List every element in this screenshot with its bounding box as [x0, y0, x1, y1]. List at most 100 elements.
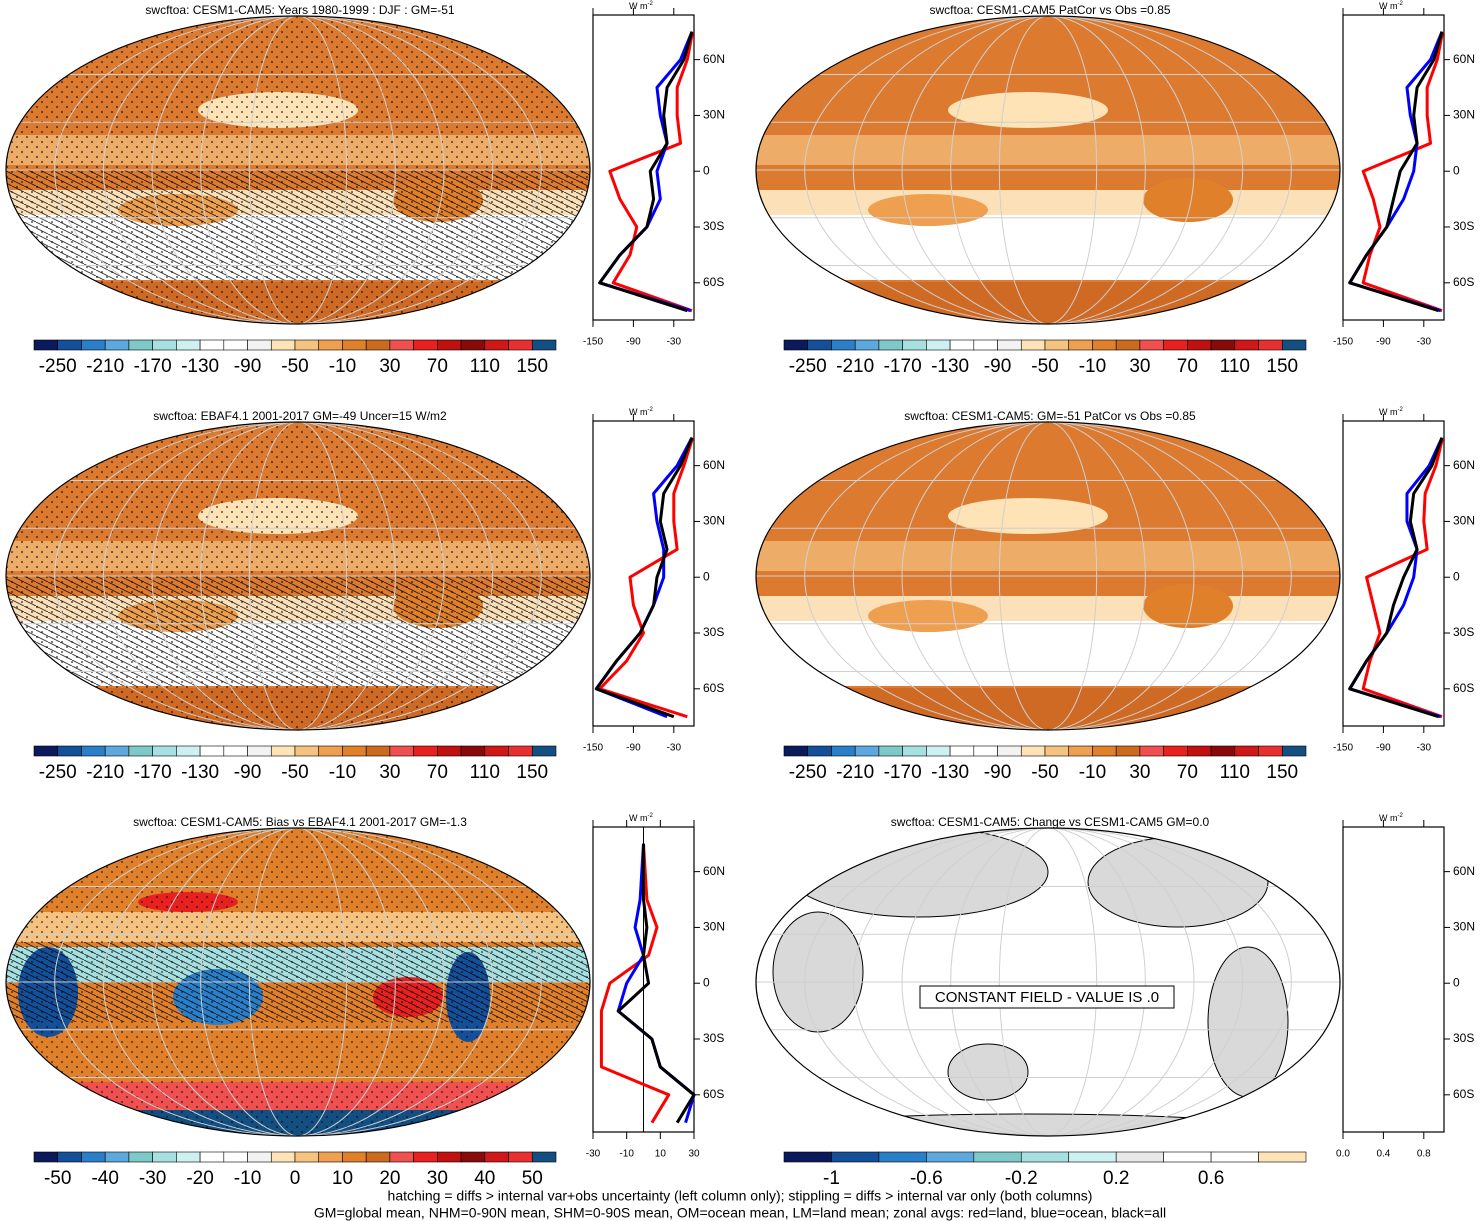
field-blob — [868, 600, 988, 632]
colorbar-box — [807, 339, 832, 351]
colorbar-box — [413, 339, 438, 351]
x-tick-label: 0.8 — [1417, 1149, 1431, 1160]
footer-line: GM=global mean, NHM=0-90N mean, SHM=0-90… — [314, 1205, 1166, 1221]
zonal-units: W m-2 — [629, 813, 653, 824]
y-tick-label: 30S — [1453, 625, 1474, 639]
colorbar-box — [1020, 1151, 1070, 1163]
y-tick-label: 30S — [703, 625, 724, 639]
x-tick-label: -150 — [583, 337, 603, 348]
y-tick-label: 60S — [703, 1087, 724, 1101]
field-south-light — [756, 596, 1340, 621]
colorbar-box — [1068, 745, 1093, 757]
colorbar-box — [1234, 339, 1259, 351]
colorbar-box — [247, 1151, 272, 1163]
colorbar-box — [1092, 745, 1117, 757]
y-tick-label: 30N — [1453, 514, 1475, 528]
colorbar-label: 30 — [1129, 356, 1150, 377]
colorbar-box — [389, 1151, 414, 1163]
map — [755, 421, 1341, 731]
colorbar-label: -90 — [234, 762, 261, 783]
colorbar-box — [128, 1151, 153, 1163]
field-tropics — [756, 541, 1340, 571]
map-outline — [755, 827, 1341, 1137]
colorbar-box — [57, 1151, 82, 1163]
colorbar-label: 110 — [1220, 356, 1250, 377]
zonal-line — [616, 843, 696, 1124]
field-blob — [1143, 584, 1233, 628]
colorbar-box — [973, 1151, 1022, 1163]
field-blob — [1143, 178, 1233, 222]
panel-title: swcftoa: CESM1-CAM5: Years 1980-1999 : D… — [145, 3, 454, 17]
colorbar-box — [973, 745, 998, 757]
colorbar-box — [104, 1151, 130, 1163]
colorbar-box — [531, 1151, 557, 1163]
colorbar-box — [57, 339, 82, 351]
colorbar-box — [783, 1151, 832, 1163]
y-tick-label: 60N — [1453, 458, 1475, 472]
x-tick-label: -90 — [1376, 337, 1391, 348]
x-tick-label: -30 — [667, 337, 682, 348]
colorbar-box — [484, 339, 509, 351]
zonal-frame — [1342, 826, 1445, 1133]
y-tick-label: 60S — [1453, 681, 1474, 695]
colorbar-box — [1068, 1151, 1117, 1163]
colorbar-label: -50 — [1031, 356, 1058, 377]
colorbar-box — [484, 1151, 509, 1163]
y-tick-label: 60N — [703, 52, 725, 66]
colorbar-box — [176, 1151, 201, 1163]
y-tick-label: 30S — [703, 1031, 724, 1045]
zonal-units: W m-2 — [1379, 1, 1403, 12]
colorbar-box — [1044, 745, 1070, 757]
colorbar-box — [949, 339, 975, 351]
colorbar-box — [342, 1151, 367, 1163]
colorbar-label: -210 — [836, 762, 874, 783]
colorbar-box — [831, 745, 856, 757]
x-tick-label: -10 — [619, 1149, 634, 1160]
colorbar-box — [1281, 745, 1307, 757]
field-south-band — [756, 621, 1340, 686]
colorbar-box — [176, 745, 201, 757]
y-tick-label: 30N — [703, 108, 725, 122]
colorbar-label: -170 — [884, 762, 922, 783]
colorbar-box — [33, 339, 59, 351]
colorbar-label: 30 — [379, 762, 400, 783]
colorbar-box — [508, 1151, 533, 1163]
colorbar-box — [294, 745, 320, 757]
panel-title: swcftoa: CESM1-CAM5 PatCor vs Obs =0.85 — [929, 3, 1170, 17]
map-outline — [755, 15, 1341, 325]
map — [5, 15, 591, 325]
colorbar-label: 150 — [1266, 356, 1298, 377]
colorbar-box — [57, 745, 82, 757]
colorbar-label: -10 — [1079, 356, 1106, 377]
map-outline — [5, 421, 591, 731]
colorbar-box — [783, 339, 809, 351]
map-field — [6, 16, 590, 324]
colorbar-label: 70 — [1177, 356, 1198, 377]
colorbar-label: 0 — [290, 1168, 301, 1189]
map-field — [756, 422, 1340, 730]
x-tick-label: -30 — [586, 1149, 601, 1160]
colorbar-label: -90 — [984, 762, 1011, 783]
colorbar-box — [902, 745, 927, 757]
colorbar-label: -130 — [181, 762, 219, 783]
x-tick-label: -30 — [667, 743, 682, 754]
y-tick-label: 60S — [1453, 1087, 1474, 1101]
colorbar-box — [318, 339, 343, 351]
colorbar-box — [294, 1151, 320, 1163]
colorbar-box — [223, 1151, 248, 1163]
colorbar-box — [460, 339, 486, 351]
colorbar-label: -40 — [91, 1168, 118, 1189]
note-text: CONSTANT FIELD - VALUE IS .0 — [935, 989, 1159, 1006]
colorbar-box — [270, 745, 296, 757]
colorbar-box — [831, 339, 856, 351]
colorbar-box — [128, 339, 153, 351]
colorbar-box — [33, 1151, 59, 1163]
colorbar-label: -50 — [44, 1168, 71, 1189]
colorbar-box — [437, 745, 462, 757]
colorbar-box — [902, 339, 927, 351]
y-tick-label: 30N — [703, 920, 725, 934]
map-field — [6, 422, 590, 730]
colorbar-box — [508, 745, 533, 757]
colorbar-box — [81, 1151, 106, 1163]
